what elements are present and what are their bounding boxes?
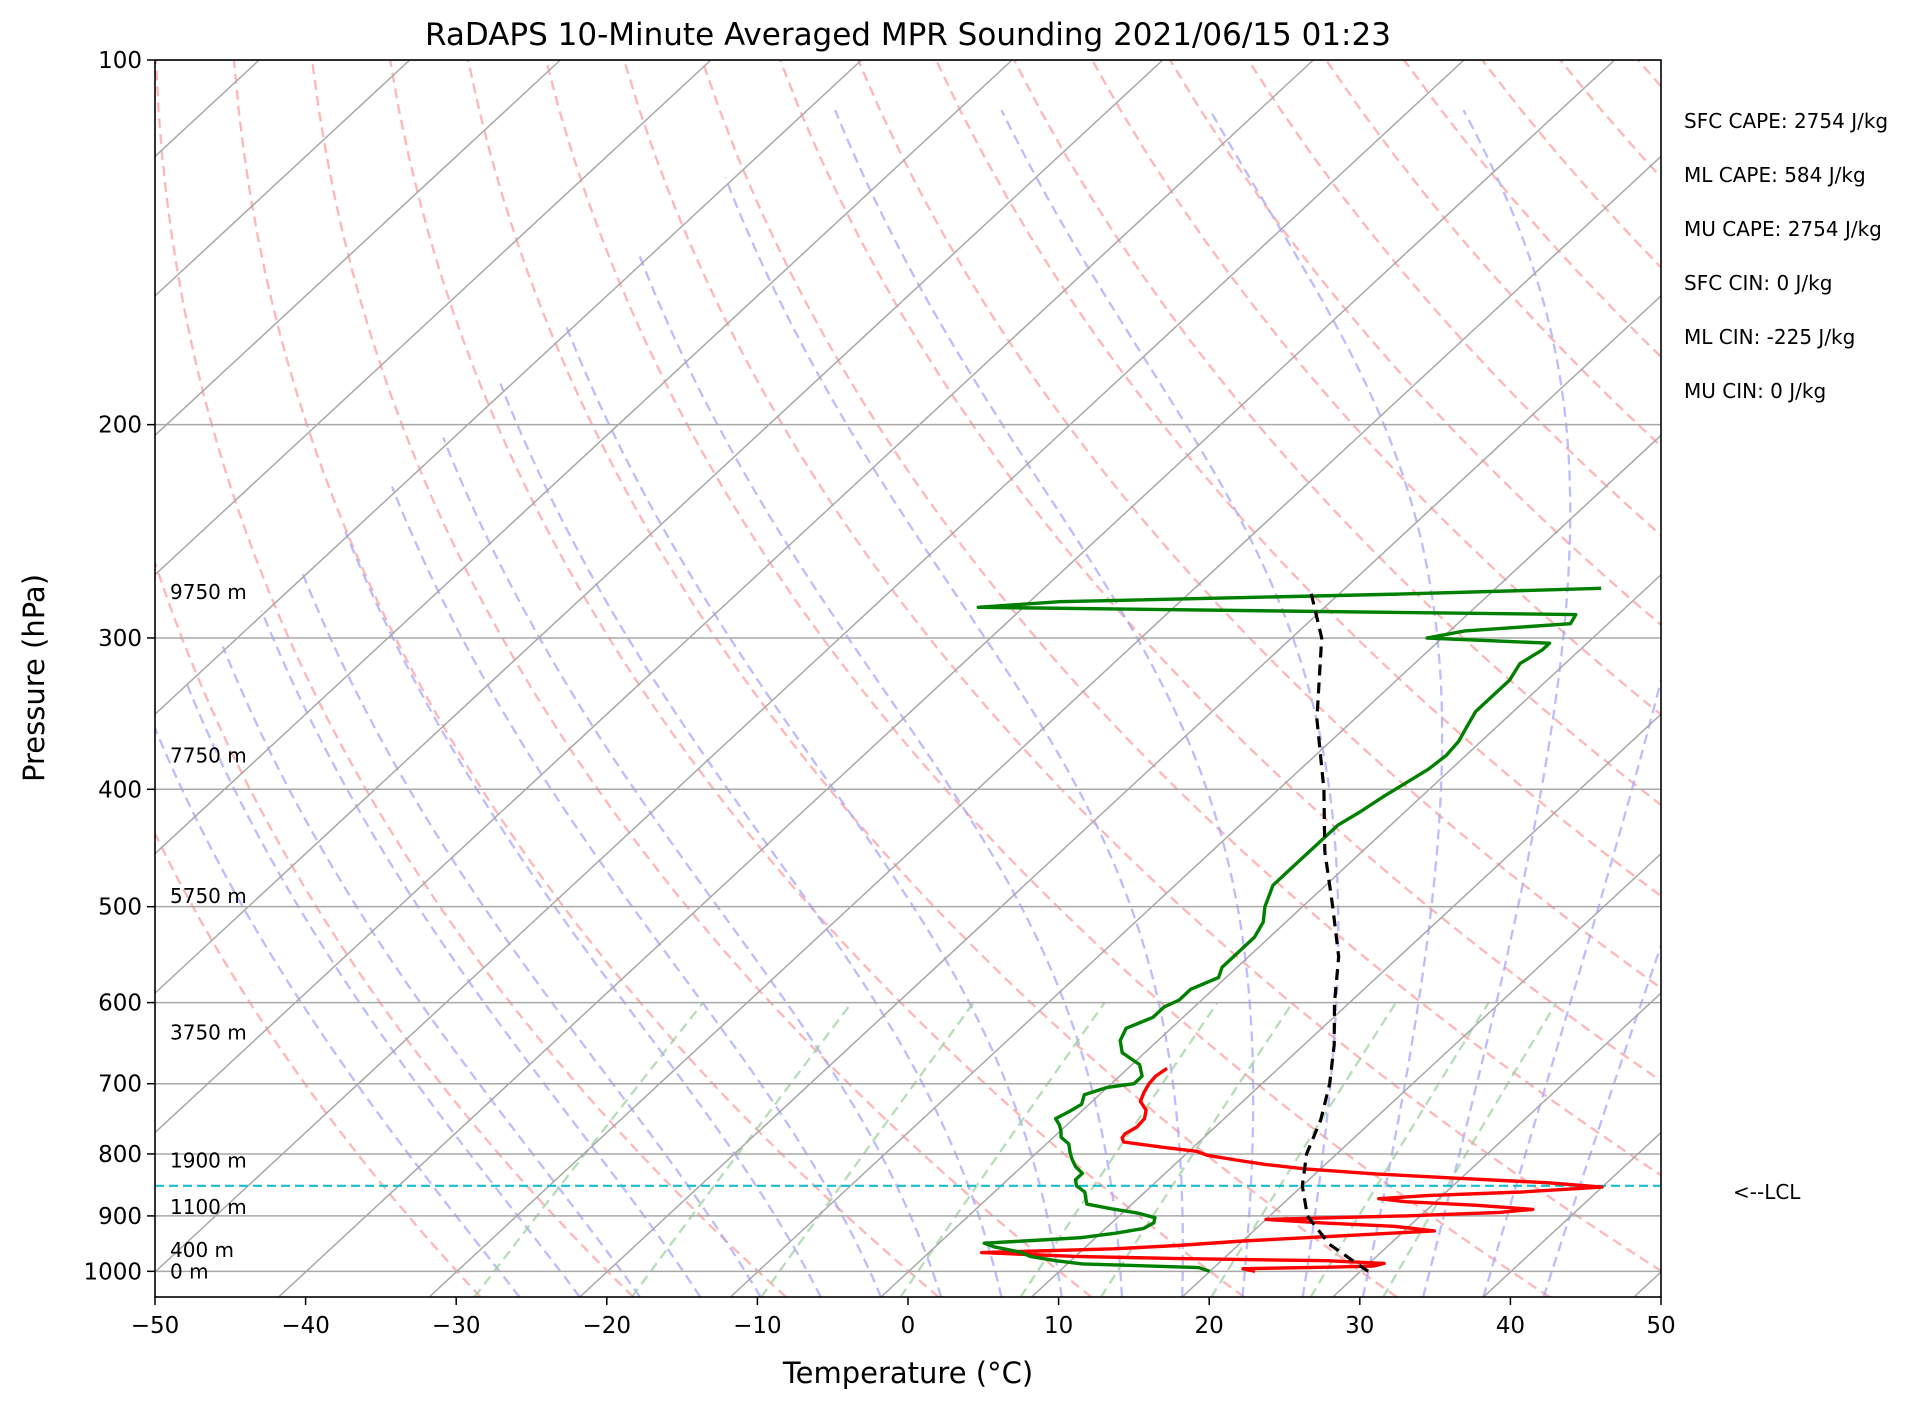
height-labels: 9750 m 7750 m 5750 m 3750 m 1900 m 1100 m 400 … xyxy=(170,580,247,1283)
x-tick-label: 20 xyxy=(1195,1313,1224,1339)
x-tick-label: −30 xyxy=(432,1313,481,1339)
y-axis-label: Pressure (hPa) xyxy=(17,574,51,782)
stat-line: MU CIN: 0 J/kg xyxy=(1684,379,1826,403)
x-axis-label: Temperature (°C) xyxy=(782,1356,1033,1390)
isotherm xyxy=(579,294,1661,1297)
mixing-ratio-line xyxy=(1309,1001,1490,1297)
height-label: 1900 m xyxy=(170,1148,247,1172)
isotherm xyxy=(880,573,1661,1297)
moist-adiabat xyxy=(184,679,581,1297)
mixing-ratio-line xyxy=(899,1001,1106,1297)
y-tick-label: 600 xyxy=(98,991,142,1017)
isotherm xyxy=(155,60,411,297)
x-tick-label: 0 xyxy=(901,1313,916,1339)
isotherm xyxy=(1332,992,1661,1297)
isotherm xyxy=(155,60,863,716)
dewpoint-trace xyxy=(976,586,1602,1273)
isotherm xyxy=(155,60,1465,1274)
dry-adiabat xyxy=(1169,60,1661,627)
isotherm xyxy=(155,60,1013,855)
mixing-ratio-line xyxy=(1019,1001,1219,1297)
dry-adiabat xyxy=(1013,60,1661,807)
stat-line: ML CIN: -225 J/kg xyxy=(1684,325,1855,349)
y-tick-label: 200 xyxy=(98,413,142,439)
moist-adiabat xyxy=(834,109,1255,1297)
height-label: 0 m xyxy=(170,1259,209,1283)
background-lines xyxy=(155,60,1661,1297)
y-tick-label: 500 xyxy=(98,895,142,921)
stat-line: SFC CAPE: 2754 J/kg xyxy=(1684,109,1888,133)
height-label: 3750 m xyxy=(170,1020,247,1044)
isotherm xyxy=(155,60,712,576)
mixing-ratio-line xyxy=(473,1001,704,1297)
dry-adiabat xyxy=(701,60,1661,1177)
dry-adiabat xyxy=(388,60,1245,1297)
dry-adiabat xyxy=(779,60,1661,1083)
isotherm xyxy=(155,60,1314,1134)
y-tick-label: 800 xyxy=(98,1142,142,1168)
mixing-ratio-line xyxy=(1210,1001,1397,1297)
moist-adiabat xyxy=(221,646,641,1297)
dry-adiabat xyxy=(155,558,635,1297)
height-label: 400 m xyxy=(170,1238,234,1262)
isotherm xyxy=(428,155,1661,1297)
x-tick-label: −20 xyxy=(583,1313,632,1339)
y-tick-label: 1000 xyxy=(83,1259,142,1285)
isotherm xyxy=(1181,852,1661,1297)
y-tick-label: 700 xyxy=(98,1072,142,1098)
height-label: 1100 m xyxy=(170,1195,247,1219)
y-tick-label: 100 xyxy=(98,48,142,74)
x-tick-label: −50 xyxy=(131,1313,180,1339)
isotherm xyxy=(1031,713,1661,1297)
height-label: 7750 m xyxy=(170,743,247,767)
mixing-ratio-line xyxy=(630,1001,853,1297)
x-tick-label: −40 xyxy=(281,1313,330,1339)
isotherm xyxy=(278,60,1616,1297)
height-label: 5750 m xyxy=(170,884,247,908)
chart-title: RaDAPS 10-Minute Averaged MPR Sounding 2… xyxy=(425,17,1391,53)
lcl-label: <--LCL xyxy=(1733,1180,1801,1204)
moist-adiabat xyxy=(564,322,1063,1297)
moist-adiabat xyxy=(344,530,822,1297)
moist-adiabat xyxy=(1542,942,1661,1297)
y-tick-label: 300 xyxy=(98,626,142,652)
axes: −50 −40 −30 −20 −10 0 10 20 30 40 50 100 200 300 400 50… xyxy=(83,48,1675,1339)
stat-line: MU CAPE: 2754 J/kg xyxy=(1684,217,1882,241)
moist-adiabat xyxy=(1209,109,1444,1297)
stat-line: SFC CIN: 0 J/kg xyxy=(1684,271,1832,295)
isotherm xyxy=(155,60,1164,995)
x-tick-label: 30 xyxy=(1345,1313,1374,1339)
x-tick-label: −10 xyxy=(733,1313,782,1339)
isotherm xyxy=(729,434,1661,1297)
dry-adiabat xyxy=(310,60,1093,1297)
y-tick-label: 400 xyxy=(98,777,142,803)
temperature-trace xyxy=(980,1066,1604,1273)
dry-adiabat xyxy=(155,60,787,1297)
x-tick-label: 10 xyxy=(1044,1313,1073,1339)
dry-adiabat xyxy=(155,831,482,1297)
moist-adiabat xyxy=(442,437,943,1297)
moist-adiabat xyxy=(499,383,1003,1297)
mixing-ratio-line xyxy=(1100,1001,1294,1297)
x-tick-label: 50 xyxy=(1646,1313,1675,1339)
isotherm xyxy=(155,60,561,437)
parcel-trace xyxy=(1300,591,1370,1273)
x-tick-label: 40 xyxy=(1496,1313,1525,1339)
dry-adiabat xyxy=(544,60,1551,1297)
dry-adiabat xyxy=(857,60,1661,990)
dry-adiabat xyxy=(466,60,1398,1297)
moist-adiabat xyxy=(301,572,762,1297)
mixing-ratio-line xyxy=(1382,1002,1558,1297)
height-label: 9750 m xyxy=(170,580,247,604)
moist-adiabat xyxy=(1422,109,1572,1297)
stat-line: ML CAPE: 584 J/kg xyxy=(1684,163,1866,187)
stability-indices: SFC CAPE: 2754 J/kg ML CAPE: 584 J/kg MU C… xyxy=(1684,109,1888,1204)
moist-adiabat xyxy=(724,176,1185,1297)
y-tick-label: 900 xyxy=(98,1204,142,1230)
moist-adiabat xyxy=(1000,109,1340,1297)
moist-adiabat xyxy=(390,486,883,1297)
sounding-traces xyxy=(155,586,1661,1273)
